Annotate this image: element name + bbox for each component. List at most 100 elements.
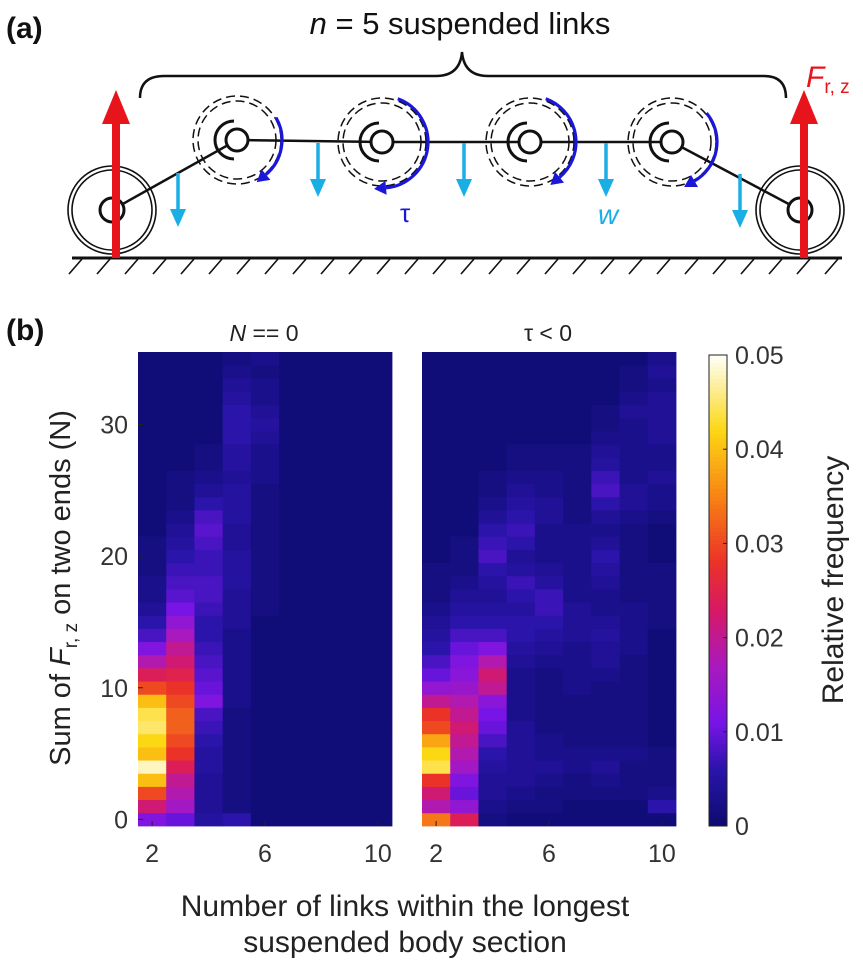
heatmap-0-cell-x8-y11 <box>307 668 336 682</box>
heatmap-1-cell-x4-y24 <box>478 496 508 511</box>
panel-b-label: (b) <box>6 314 44 347</box>
colorbar-segment <box>709 641 727 646</box>
heatmap-0-cell-x7-y25 <box>279 483 308 498</box>
heatmap-0-cell-x7-y15 <box>279 615 308 629</box>
heatmap-1-cell-x4-y31 <box>478 404 508 419</box>
colorbar-segment <box>709 441 727 446</box>
heatmap-1-cell-x10-y20 <box>647 549 677 564</box>
colorbar-segment <box>709 570 727 576</box>
heatmap-1-cell-x2-y27 <box>422 457 451 471</box>
heatmap-0-cell-x2-y2 <box>138 786 167 801</box>
heatmap-1-cell-x8-y21 <box>591 536 620 550</box>
heatmap-1-cell-x10-y26 <box>647 470 677 485</box>
heatmap-0-cell-x9-y3 <box>335 773 365 787</box>
heatmap-1-cell-x6-y16 <box>534 602 564 616</box>
heatmap-0-cell-x2-y4 <box>138 760 167 774</box>
heatmap-0-cell-x4-y13 <box>194 641 224 656</box>
left-heatmap-title: N == 0 <box>229 320 298 346</box>
heatmap-0-cell-x7-y9 <box>279 694 308 708</box>
heatmap-1-cell-x2-y5 <box>422 747 451 761</box>
heatmap-0-cell-x7-y33 <box>279 378 308 392</box>
heatmap-0-cell-x8-y15 <box>307 615 336 629</box>
colorbar-segment <box>709 802 727 807</box>
left-heatmap-title-rest: == 0 <box>246 320 298 346</box>
heatmap-0-cell-x4-y7 <box>194 720 224 735</box>
heatmap-1-cell-x7-y28 <box>563 444 592 458</box>
heatmap-0-cell-x6-y25 <box>250 483 280 498</box>
heatmap-0-cell-x7-y32 <box>279 391 308 406</box>
heatmap-0-cell-x3-y30 <box>166 417 195 432</box>
heatmap-0-cell-x9-y28 <box>335 444 365 458</box>
heatmap-0-cell-x5-y18 <box>222 575 252 590</box>
heatmap-1-cell-x2-y4 <box>422 760 451 774</box>
heatmap-1-cell-x6-y5 <box>534 747 564 761</box>
heatmap-0-cell-x2-y10 <box>138 681 167 695</box>
heatmap-1-cell-x4-y34 <box>478 365 508 379</box>
heatmap-1-cell-x9-y27 <box>619 457 649 471</box>
heatmap-0-cell-x8-y12 <box>307 654 336 669</box>
heatmap-1-cell-x9-y28 <box>619 444 649 458</box>
colorbar-segment <box>709 602 727 607</box>
heatmap-1-cell-x7-y22 <box>563 523 592 537</box>
heatmap-0-cell-x10-y5 <box>363 747 393 761</box>
heatmap-0-cell-x6-y26 <box>250 470 280 485</box>
heatmap-1-cell-x9-y9 <box>619 694 649 708</box>
right-heatmap-title: τ < 0 <box>524 320 572 346</box>
colorbar-segment <box>709 374 727 380</box>
heatmap-0-cell-x3-y32 <box>166 391 195 406</box>
heatmap-0-cell-x10-y17 <box>363 589 393 603</box>
heatmap-1-cell-x7-y11 <box>563 668 592 682</box>
heatmap-0-cell-x7-y7 <box>279 720 308 735</box>
heatmap-1-cell-x5-y25 <box>506 483 536 498</box>
heatmap-1-cell-x9-y31 <box>619 404 649 419</box>
heatmap-1-cell-x10-y21 <box>647 536 677 550</box>
heatmap-1-cell-x5-y11 <box>506 668 536 682</box>
heatmap-0-cell-x4-y22 <box>194 523 224 537</box>
heatmap-0-cell-x4-y1 <box>194 799 224 814</box>
heatmap-1-cell-x8-y29 <box>591 431 620 445</box>
heatmap-0-cell-x10-y32 <box>363 391 393 406</box>
heatmap-0-cell-x4-y0 <box>194 812 224 827</box>
heatmap-1-cell-x2-y8 <box>422 707 451 722</box>
heatmap-0-cell-x5-y1 <box>222 799 252 814</box>
heatmap-1-cell-x5-y34 <box>506 365 536 379</box>
heatmap-1-cell-x2-y10 <box>422 681 451 695</box>
heatmap-1-cell-x10-y27 <box>647 457 677 471</box>
ground <box>68 256 842 275</box>
heatmap-1-cell-x7-y32 <box>563 391 592 406</box>
heatmap-0-cell-x6-y9 <box>250 694 280 708</box>
heatmap-0-cell-x5-y26 <box>222 470 252 485</box>
heatmap-1-cell-x6-y22 <box>534 523 564 537</box>
colorbar-segment <box>709 531 727 537</box>
heatmap-0-cell-x8-y19 <box>307 562 336 577</box>
heatmap-0-cell-x3-y33 <box>166 378 195 392</box>
heatmap-1-cell-x5-y5 <box>506 747 536 761</box>
heatmap-1-cell-x5-y9 <box>506 694 536 708</box>
y-tick-label-20: 20 <box>100 543 128 571</box>
torque-arrow-3 <box>545 97 578 185</box>
heatmap-0-cell-x10-y8 <box>363 707 393 722</box>
heatmap-1-cell-x8-y32 <box>591 391 620 406</box>
heatmap-0-cell-x9-y19 <box>335 562 365 577</box>
heatmap-1-cell-x9-y2 <box>619 786 649 801</box>
heatmap-0-cell-x5-y20 <box>222 549 252 564</box>
heatmap-1-cell-x10-y2 <box>647 786 677 801</box>
heatmap-0-cell-x6-y4 <box>250 760 280 774</box>
heatmap-1-cell-x10-y34 <box>647 365 677 379</box>
heatmap-0-cell-x5-y30 <box>222 417 252 432</box>
heatmap-0-cell-x10-y24 <box>363 496 393 511</box>
heatmap-0-cell-x9-y17 <box>335 589 365 603</box>
weight-arrow-5 <box>732 174 748 228</box>
body-chain <box>111 138 801 212</box>
heatmap-1-cell-x8-y13 <box>591 641 620 656</box>
heatmap-0-cell-x5-y34 <box>222 365 252 379</box>
heatmap-1-cell-x4-y3 <box>478 773 508 787</box>
heatmap-0-cell-x8-y32 <box>307 391 336 406</box>
heatmap-0-cell-x6-y27 <box>250 457 280 471</box>
heatmap-1-cell-x3-y8 <box>450 707 479 722</box>
heatmap-0-cell-x4-y6 <box>194 733 224 748</box>
heatmap-0-cell-x8-y4 <box>307 760 336 774</box>
heatmap-0-cell-x10-y16 <box>363 602 393 616</box>
heatmap-0-cell-x8-y7 <box>307 720 336 735</box>
heatmap-1-cell-x2-y16 <box>422 602 451 616</box>
